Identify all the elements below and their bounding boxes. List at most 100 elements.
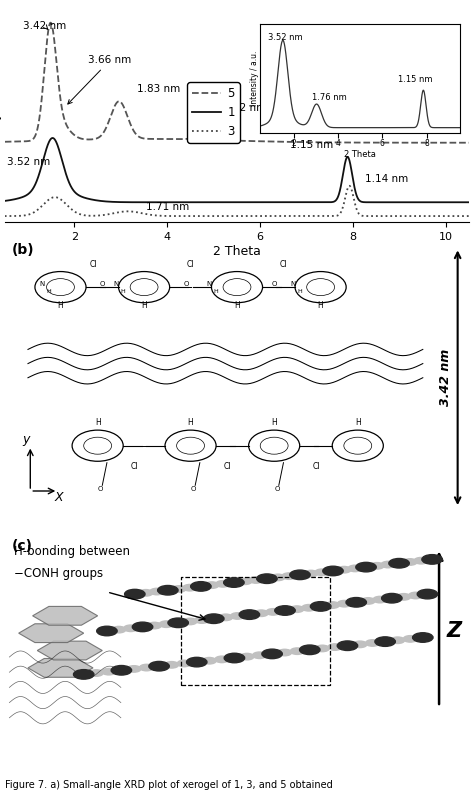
Circle shape (370, 563, 384, 569)
Text: 1.71 nm: 1.71 nm (146, 202, 190, 212)
Circle shape (365, 640, 380, 646)
Text: 3.52 nm: 3.52 nm (7, 157, 50, 168)
Circle shape (205, 582, 219, 588)
Circle shape (164, 661, 179, 668)
Circle shape (253, 652, 266, 658)
Circle shape (409, 592, 422, 599)
Circle shape (382, 593, 402, 603)
Text: O: O (98, 486, 103, 492)
Circle shape (403, 559, 417, 565)
Text: H: H (121, 289, 126, 294)
Text: O: O (274, 486, 280, 492)
Circle shape (249, 576, 263, 584)
Circle shape (202, 657, 216, 664)
Circle shape (356, 562, 376, 572)
Text: 1.83 nm: 1.83 nm (137, 83, 181, 94)
Circle shape (240, 653, 254, 660)
Text: Cl: Cl (312, 462, 320, 471)
Circle shape (239, 610, 260, 619)
Circle shape (183, 584, 197, 591)
Circle shape (323, 566, 343, 576)
Circle shape (315, 646, 329, 652)
Circle shape (300, 645, 320, 654)
Circle shape (254, 610, 268, 616)
Circle shape (111, 665, 132, 675)
Text: H: H (46, 289, 51, 294)
Circle shape (139, 590, 153, 596)
Text: H: H (95, 418, 100, 427)
Circle shape (290, 648, 304, 654)
Legend: 5, 1, 3: 5, 1, 3 (187, 83, 239, 143)
Text: H: H (234, 302, 240, 310)
Circle shape (127, 665, 141, 673)
Text: 3.66 nm: 3.66 nm (68, 56, 132, 104)
Circle shape (337, 600, 351, 607)
Text: H: H (58, 302, 64, 310)
Circle shape (403, 636, 417, 642)
Text: N: N (290, 281, 295, 287)
Circle shape (112, 626, 126, 633)
Circle shape (172, 586, 186, 592)
Circle shape (373, 596, 387, 603)
Polygon shape (18, 624, 84, 642)
Text: (a): (a) (436, 25, 457, 39)
Circle shape (262, 649, 283, 659)
Text: O: O (191, 486, 196, 492)
Text: 3.42 nm: 3.42 nm (438, 349, 452, 407)
Text: (c): (c) (12, 539, 33, 553)
Circle shape (150, 588, 164, 595)
Text: N: N (114, 281, 119, 287)
Text: Cl: Cl (280, 260, 287, 268)
Circle shape (102, 669, 116, 675)
Circle shape (422, 555, 442, 565)
Circle shape (414, 557, 428, 564)
Circle shape (278, 649, 292, 656)
Circle shape (216, 580, 230, 587)
Text: 1.15 nm: 1.15 nm (291, 141, 334, 150)
Circle shape (187, 657, 207, 667)
Text: Cl: Cl (131, 462, 138, 471)
Text: Cl: Cl (89, 260, 97, 268)
Circle shape (417, 589, 438, 599)
Circle shape (266, 609, 280, 615)
Circle shape (361, 598, 375, 604)
Circle shape (158, 585, 178, 595)
Circle shape (215, 656, 229, 663)
Circle shape (183, 619, 197, 625)
Circle shape (282, 572, 296, 580)
Y-axis label: Intensity / a.u.: Intensity / a.u. (0, 79, 2, 164)
Circle shape (337, 641, 358, 650)
Circle shape (203, 614, 224, 623)
Circle shape (271, 574, 285, 580)
Text: Cl: Cl (187, 260, 194, 268)
Circle shape (230, 613, 245, 619)
Circle shape (139, 665, 154, 671)
Circle shape (375, 637, 395, 646)
Circle shape (132, 622, 153, 632)
Circle shape (290, 570, 310, 580)
Text: H: H (141, 302, 147, 310)
Text: O: O (183, 281, 189, 287)
Text: N: N (39, 281, 45, 287)
Polygon shape (33, 607, 98, 625)
Circle shape (412, 633, 433, 642)
Circle shape (97, 626, 117, 636)
X-axis label: 2 Theta: 2 Theta (213, 245, 261, 257)
Text: H: H (297, 289, 302, 294)
Polygon shape (28, 658, 93, 677)
Text: Z: Z (447, 621, 462, 641)
Circle shape (238, 578, 252, 584)
Polygon shape (37, 641, 102, 660)
Circle shape (191, 582, 211, 592)
Circle shape (275, 606, 295, 615)
Circle shape (389, 558, 409, 568)
Circle shape (304, 570, 318, 576)
Circle shape (257, 574, 277, 584)
Circle shape (219, 614, 233, 621)
Text: H: H (271, 418, 277, 427)
Circle shape (302, 604, 316, 611)
Circle shape (328, 644, 342, 650)
Text: O: O (100, 281, 105, 287)
Circle shape (73, 669, 94, 679)
Circle shape (149, 661, 169, 671)
